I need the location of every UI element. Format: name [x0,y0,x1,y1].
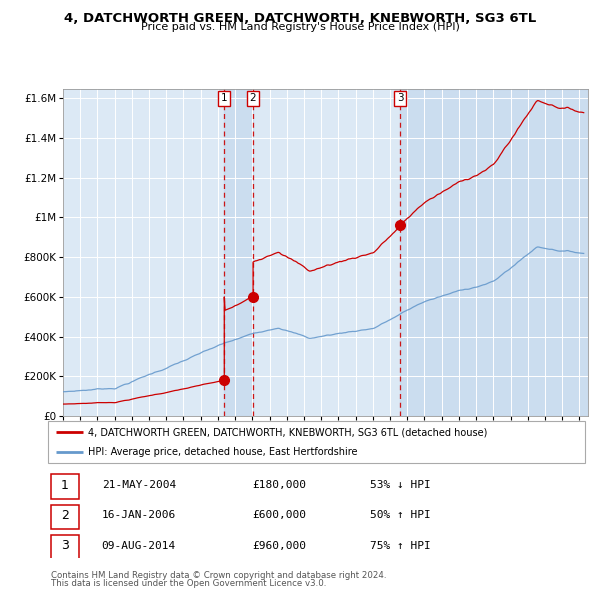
Text: Contains HM Land Registry data © Crown copyright and database right 2024.: Contains HM Land Registry data © Crown c… [51,571,386,579]
Text: 09-AUG-2014: 09-AUG-2014 [102,540,176,550]
Bar [400,88,588,416]
Text: 16-JAN-2006: 16-JAN-2006 [102,510,176,520]
Text: 4, DATCHWORTH GREEN, DATCHWORTH, KNEBWORTH, SG3 6TL: 4, DATCHWORTH GREEN, DATCHWORTH, KNEBWOR… [64,12,536,25]
Text: 21-MAY-2004: 21-MAY-2004 [102,480,176,490]
Text: 50% ↑ HPI: 50% ↑ HPI [370,510,431,520]
Text: 1: 1 [221,93,227,103]
Text: 2: 2 [250,93,256,103]
Text: £600,000: £600,000 [252,510,306,520]
Text: 1: 1 [61,479,68,492]
Text: £960,000: £960,000 [252,540,306,550]
Text: 3: 3 [397,93,404,103]
Bar [224,88,253,416]
FancyBboxPatch shape [50,474,79,499]
Text: 75% ↑ HPI: 75% ↑ HPI [370,540,431,550]
FancyBboxPatch shape [48,421,585,463]
Text: 3: 3 [61,539,68,552]
Text: 4, DATCHWORTH GREEN, DATCHWORTH, KNEBWORTH, SG3 6TL (detached house): 4, DATCHWORTH GREEN, DATCHWORTH, KNEBWOR… [88,427,488,437]
Text: 2: 2 [61,509,68,522]
Text: HPI: Average price, detached house, East Hertfordshire: HPI: Average price, detached house, East… [88,447,358,457]
Text: Price paid vs. HM Land Registry's House Price Index (HPI): Price paid vs. HM Land Registry's House … [140,22,460,32]
Text: 53% ↓ HPI: 53% ↓ HPI [370,480,431,490]
Text: £180,000: £180,000 [252,480,306,490]
FancyBboxPatch shape [50,504,79,529]
Text: This data is licensed under the Open Government Licence v3.0.: This data is licensed under the Open Gov… [51,579,326,588]
FancyBboxPatch shape [50,535,79,559]
